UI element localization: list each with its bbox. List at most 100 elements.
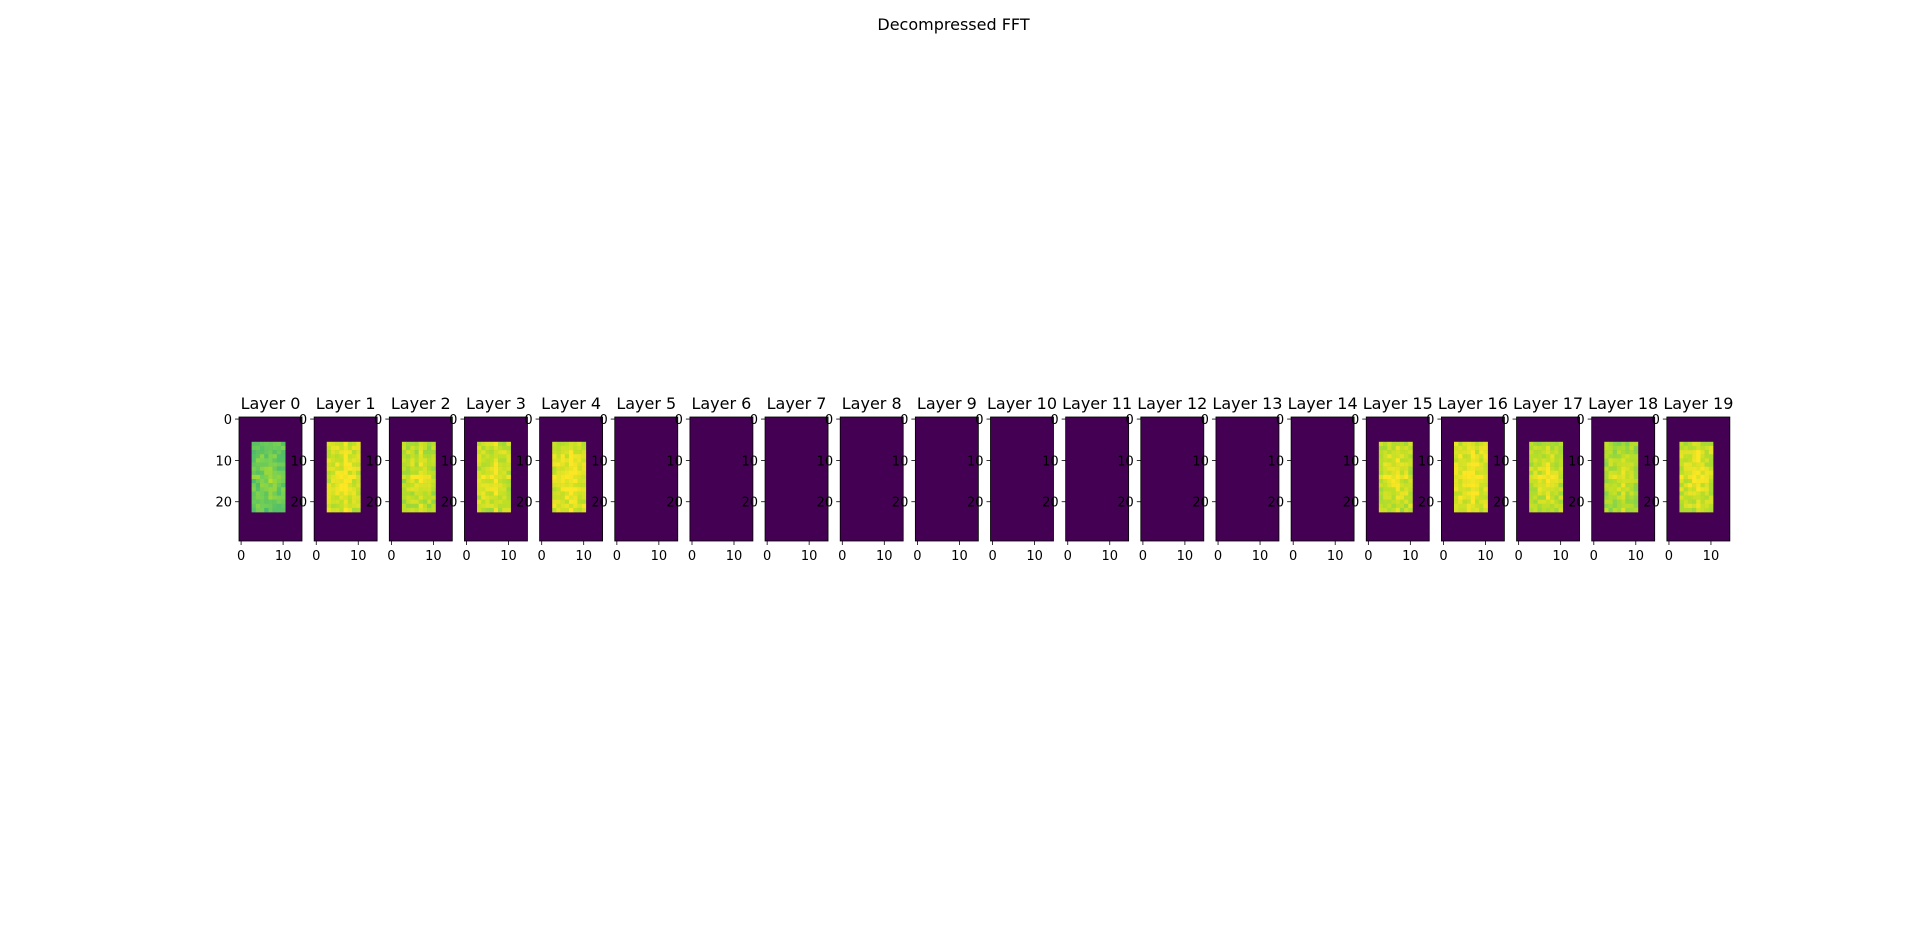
heatmap-cell xyxy=(330,454,336,459)
heatmap-cell xyxy=(1475,441,1480,447)
heatmap-cell xyxy=(1529,499,1534,505)
heatmap-cell xyxy=(1537,503,1543,509)
heatmap-cell xyxy=(401,454,407,459)
heatmap-cell xyxy=(276,445,282,451)
heatmap-cell xyxy=(431,503,436,509)
heatmap-cell xyxy=(1608,441,1613,447)
heatmap-cell xyxy=(406,466,411,472)
heatmap-cell xyxy=(260,470,265,476)
heatmap-cell xyxy=(1378,499,1384,505)
heatmap-cell xyxy=(1378,495,1384,500)
panel-title: Layer 11 xyxy=(1062,394,1132,413)
heatmap-cell xyxy=(481,503,486,509)
heatmap-cell xyxy=(1608,507,1613,513)
y-tick-label: 0 xyxy=(1501,413,1509,428)
y-tick-label: 0 xyxy=(224,413,232,428)
y-tick-label: 20 xyxy=(1643,496,1660,511)
heatmap-cell xyxy=(493,474,499,480)
heatmap-cell xyxy=(1483,507,1488,513)
heatmap-cell xyxy=(330,441,336,447)
heatmap-cell xyxy=(1533,445,1538,451)
heatmap-cell xyxy=(410,466,415,472)
heatmap-cell xyxy=(343,441,349,447)
heatmap-cell xyxy=(1404,491,1409,496)
heatmap-cell xyxy=(401,445,407,451)
heatmap-cell xyxy=(1704,445,1710,451)
heatmap-cell xyxy=(493,470,499,476)
heatmap-cell xyxy=(1479,479,1484,484)
heatmap-cell xyxy=(264,495,269,500)
heatmap-cell xyxy=(569,499,574,505)
heatmap-cell xyxy=(1399,454,1405,459)
heatmap-cell xyxy=(573,503,578,509)
heatmap-cell xyxy=(1479,491,1484,496)
y-tick-label: 0 xyxy=(1276,413,1284,428)
heatmap-cell xyxy=(1683,479,1689,484)
heatmap-cell xyxy=(1612,458,1618,463)
heatmap-cell xyxy=(1408,470,1413,476)
heatmap-cell xyxy=(506,466,511,472)
heatmap-cell xyxy=(1700,466,1705,472)
heatmap-cell xyxy=(477,466,482,472)
heatmap-cell xyxy=(1458,466,1463,472)
heatmap-cell xyxy=(477,483,482,488)
heatmap-cell xyxy=(422,495,428,500)
heatmap-cell xyxy=(343,491,349,496)
heatmap-cell xyxy=(1391,499,1396,505)
heatmap-cell xyxy=(1537,507,1543,513)
heatmap-cell xyxy=(493,483,499,488)
heatmap-cell xyxy=(1708,445,1714,451)
heatmap-cell xyxy=(1558,491,1564,496)
heatmap-cell xyxy=(1608,462,1613,467)
heatmap-cell xyxy=(276,491,282,496)
heatmap-cell xyxy=(347,479,353,484)
y-tick-label: 0 xyxy=(524,413,532,428)
heatmap-cell xyxy=(356,441,361,447)
heatmap-cell xyxy=(1679,479,1684,484)
heatmap-cell xyxy=(255,458,261,463)
heatmap-cell xyxy=(1399,458,1405,463)
heatmap-cell xyxy=(481,474,486,480)
heatmap-cell xyxy=(1708,491,1714,496)
heatmap-cell xyxy=(260,445,265,451)
heatmap-cell xyxy=(502,487,507,492)
heatmap-cell xyxy=(1550,491,1555,496)
heatmap-cell xyxy=(556,507,561,513)
y-tick-label: 20 xyxy=(892,496,909,511)
heatmap-cell xyxy=(1558,507,1564,513)
heatmap-cell xyxy=(268,441,273,447)
heatmap-cell xyxy=(1545,487,1551,492)
heatmap-cell xyxy=(1470,487,1476,492)
heatmap-cell xyxy=(1483,479,1488,484)
panel-title: Layer 12 xyxy=(1137,394,1207,413)
heatmap-cell xyxy=(1629,454,1634,459)
heatmap-cell xyxy=(1687,450,1693,455)
panel-frame xyxy=(1666,416,1731,542)
heatmap-cell xyxy=(406,470,411,476)
heatmap-cell xyxy=(489,470,495,476)
heatmap-cell xyxy=(1458,487,1463,492)
heatmap-cell xyxy=(272,507,278,513)
heatmap-cell xyxy=(1383,503,1388,509)
heatmap-cell xyxy=(1616,479,1622,484)
heatmap-cell xyxy=(281,491,286,496)
heatmap-cell xyxy=(335,454,340,459)
heatmap-cell xyxy=(335,470,340,476)
heatmap-cell xyxy=(1537,470,1543,476)
heatmap-cell xyxy=(1604,503,1609,509)
heatmap-cell xyxy=(1529,470,1534,476)
heatmap-cell xyxy=(1621,450,1626,455)
heatmap-cell xyxy=(414,441,419,447)
heatmap-cell xyxy=(1679,470,1684,476)
heatmap-cell xyxy=(552,445,557,451)
heatmap-cell xyxy=(1529,466,1534,472)
heatmap-cell xyxy=(1383,458,1388,463)
heatmap-cell xyxy=(1378,507,1384,513)
heatmap-cell xyxy=(1679,483,1684,488)
heatmap-cell xyxy=(431,491,436,496)
heatmap-cell xyxy=(1608,458,1613,463)
heatmap-cell xyxy=(422,450,428,455)
heatmap-cell xyxy=(414,445,419,451)
heatmap-cell xyxy=(1625,495,1630,500)
